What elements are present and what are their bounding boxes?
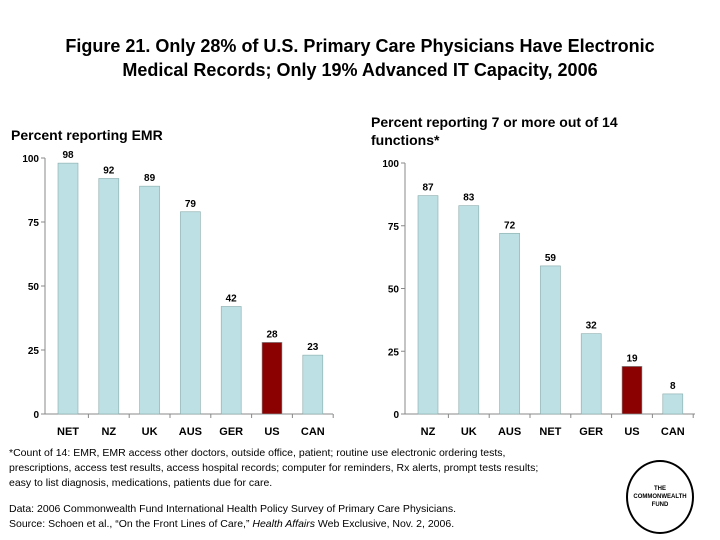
y-tick-label: 25 [28, 346, 40, 357]
data-label: 72 [504, 220, 516, 231]
x-tick-label: AUS [179, 426, 202, 438]
data-label: 59 [545, 253, 557, 264]
bar-ger [580, 333, 602, 415]
footnote-line: prescriptions, access test results, acce… [9, 462, 539, 474]
left-chart-title: Percent reporting EMR [11, 127, 163, 143]
data-label: 23 [307, 342, 319, 353]
commonwealth-fund-logo: THE COMMONWEALTH FUND [626, 460, 694, 534]
bar-us [261, 342, 283, 415]
source-block: Data: 2006 Commonwealth Fund Internation… [9, 502, 456, 532]
x-tick-label: US [624, 426, 639, 438]
bar-nz [417, 195, 439, 415]
source-line: Source: Schoen et al., “On the Front Lin… [9, 517, 456, 532]
bar-nz [98, 178, 120, 415]
x-tick-label: AUS [498, 426, 521, 438]
data-label: 42 [226, 293, 238, 304]
y-tick-label: 0 [393, 410, 399, 421]
y-tick-label: 75 [388, 222, 400, 233]
data-label: 28 [266, 329, 278, 340]
bar-ger [220, 306, 242, 415]
title-line-1: Figure 21. Only 28% of U.S. Primary Care… [65, 36, 655, 56]
x-tick-label: CAN [301, 426, 325, 438]
bar-can [662, 393, 684, 415]
x-tick-label: UK [142, 426, 158, 438]
data-label: 8 [670, 381, 676, 392]
y-tick-label: 50 [28, 282, 40, 293]
bar-uk [139, 185, 160, 415]
bar-aus [180, 211, 201, 415]
x-tick-label: NET [539, 426, 561, 438]
x-tick-label: NZ [421, 426, 436, 438]
x-tick-label: UK [461, 426, 477, 438]
bar-net [540, 265, 561, 415]
footnote: *Count of 14: EMR, EMR access other doct… [9, 446, 538, 491]
y-tick-label: 25 [388, 347, 400, 358]
data-label: 92 [103, 165, 115, 176]
y-tick-label: 100 [382, 159, 399, 170]
source-journal: Health Affairs [252, 518, 316, 530]
bar-us [621, 366, 643, 415]
data-label: 83 [463, 193, 475, 204]
bar-uk [458, 205, 480, 415]
data-label: 89 [144, 173, 156, 184]
right-chart-title: Percent reporting 7 or more out of 14 fu… [371, 114, 618, 148]
y-tick-label: 100 [22, 154, 39, 165]
source-prefix: Source: Schoen et al., “On the Front Lin… [9, 518, 253, 530]
bar-can [302, 354, 324, 415]
y-tick-label: 50 [388, 285, 400, 296]
title-line-2: Medical Records; Only 19% Advanced IT Ca… [122, 60, 598, 80]
bar-net [57, 162, 79, 415]
x-tick-label: CAN [661, 426, 685, 438]
data-label: 32 [586, 321, 598, 332]
footnote-line: *Count of 14: EMR, EMR access other doct… [9, 447, 506, 459]
page-title: Figure 21. Only 28% of U.S. Primary Care… [0, 34, 720, 82]
x-tick-label: NET [57, 426, 79, 438]
source-suffix: Web Exclusive, Nov. 2, 2006. [315, 518, 455, 530]
data-label: 79 [185, 199, 197, 210]
data-label: 98 [62, 150, 74, 161]
bar-aus [499, 232, 520, 415]
x-tick-label: US [264, 426, 279, 438]
footnote-line: easy to list diagnosis, medications, pat… [9, 477, 273, 489]
data-line: Data: 2006 Commonwealth Fund Internation… [9, 503, 457, 515]
x-tick-label: NZ [101, 426, 116, 438]
x-tick-label: GER [219, 426, 243, 438]
data-label: 19 [626, 353, 638, 364]
data-label: 87 [422, 183, 434, 194]
x-tick-label: GER [579, 426, 603, 438]
y-tick-label: 75 [28, 218, 40, 229]
y-tick-label: 0 [33, 410, 39, 421]
